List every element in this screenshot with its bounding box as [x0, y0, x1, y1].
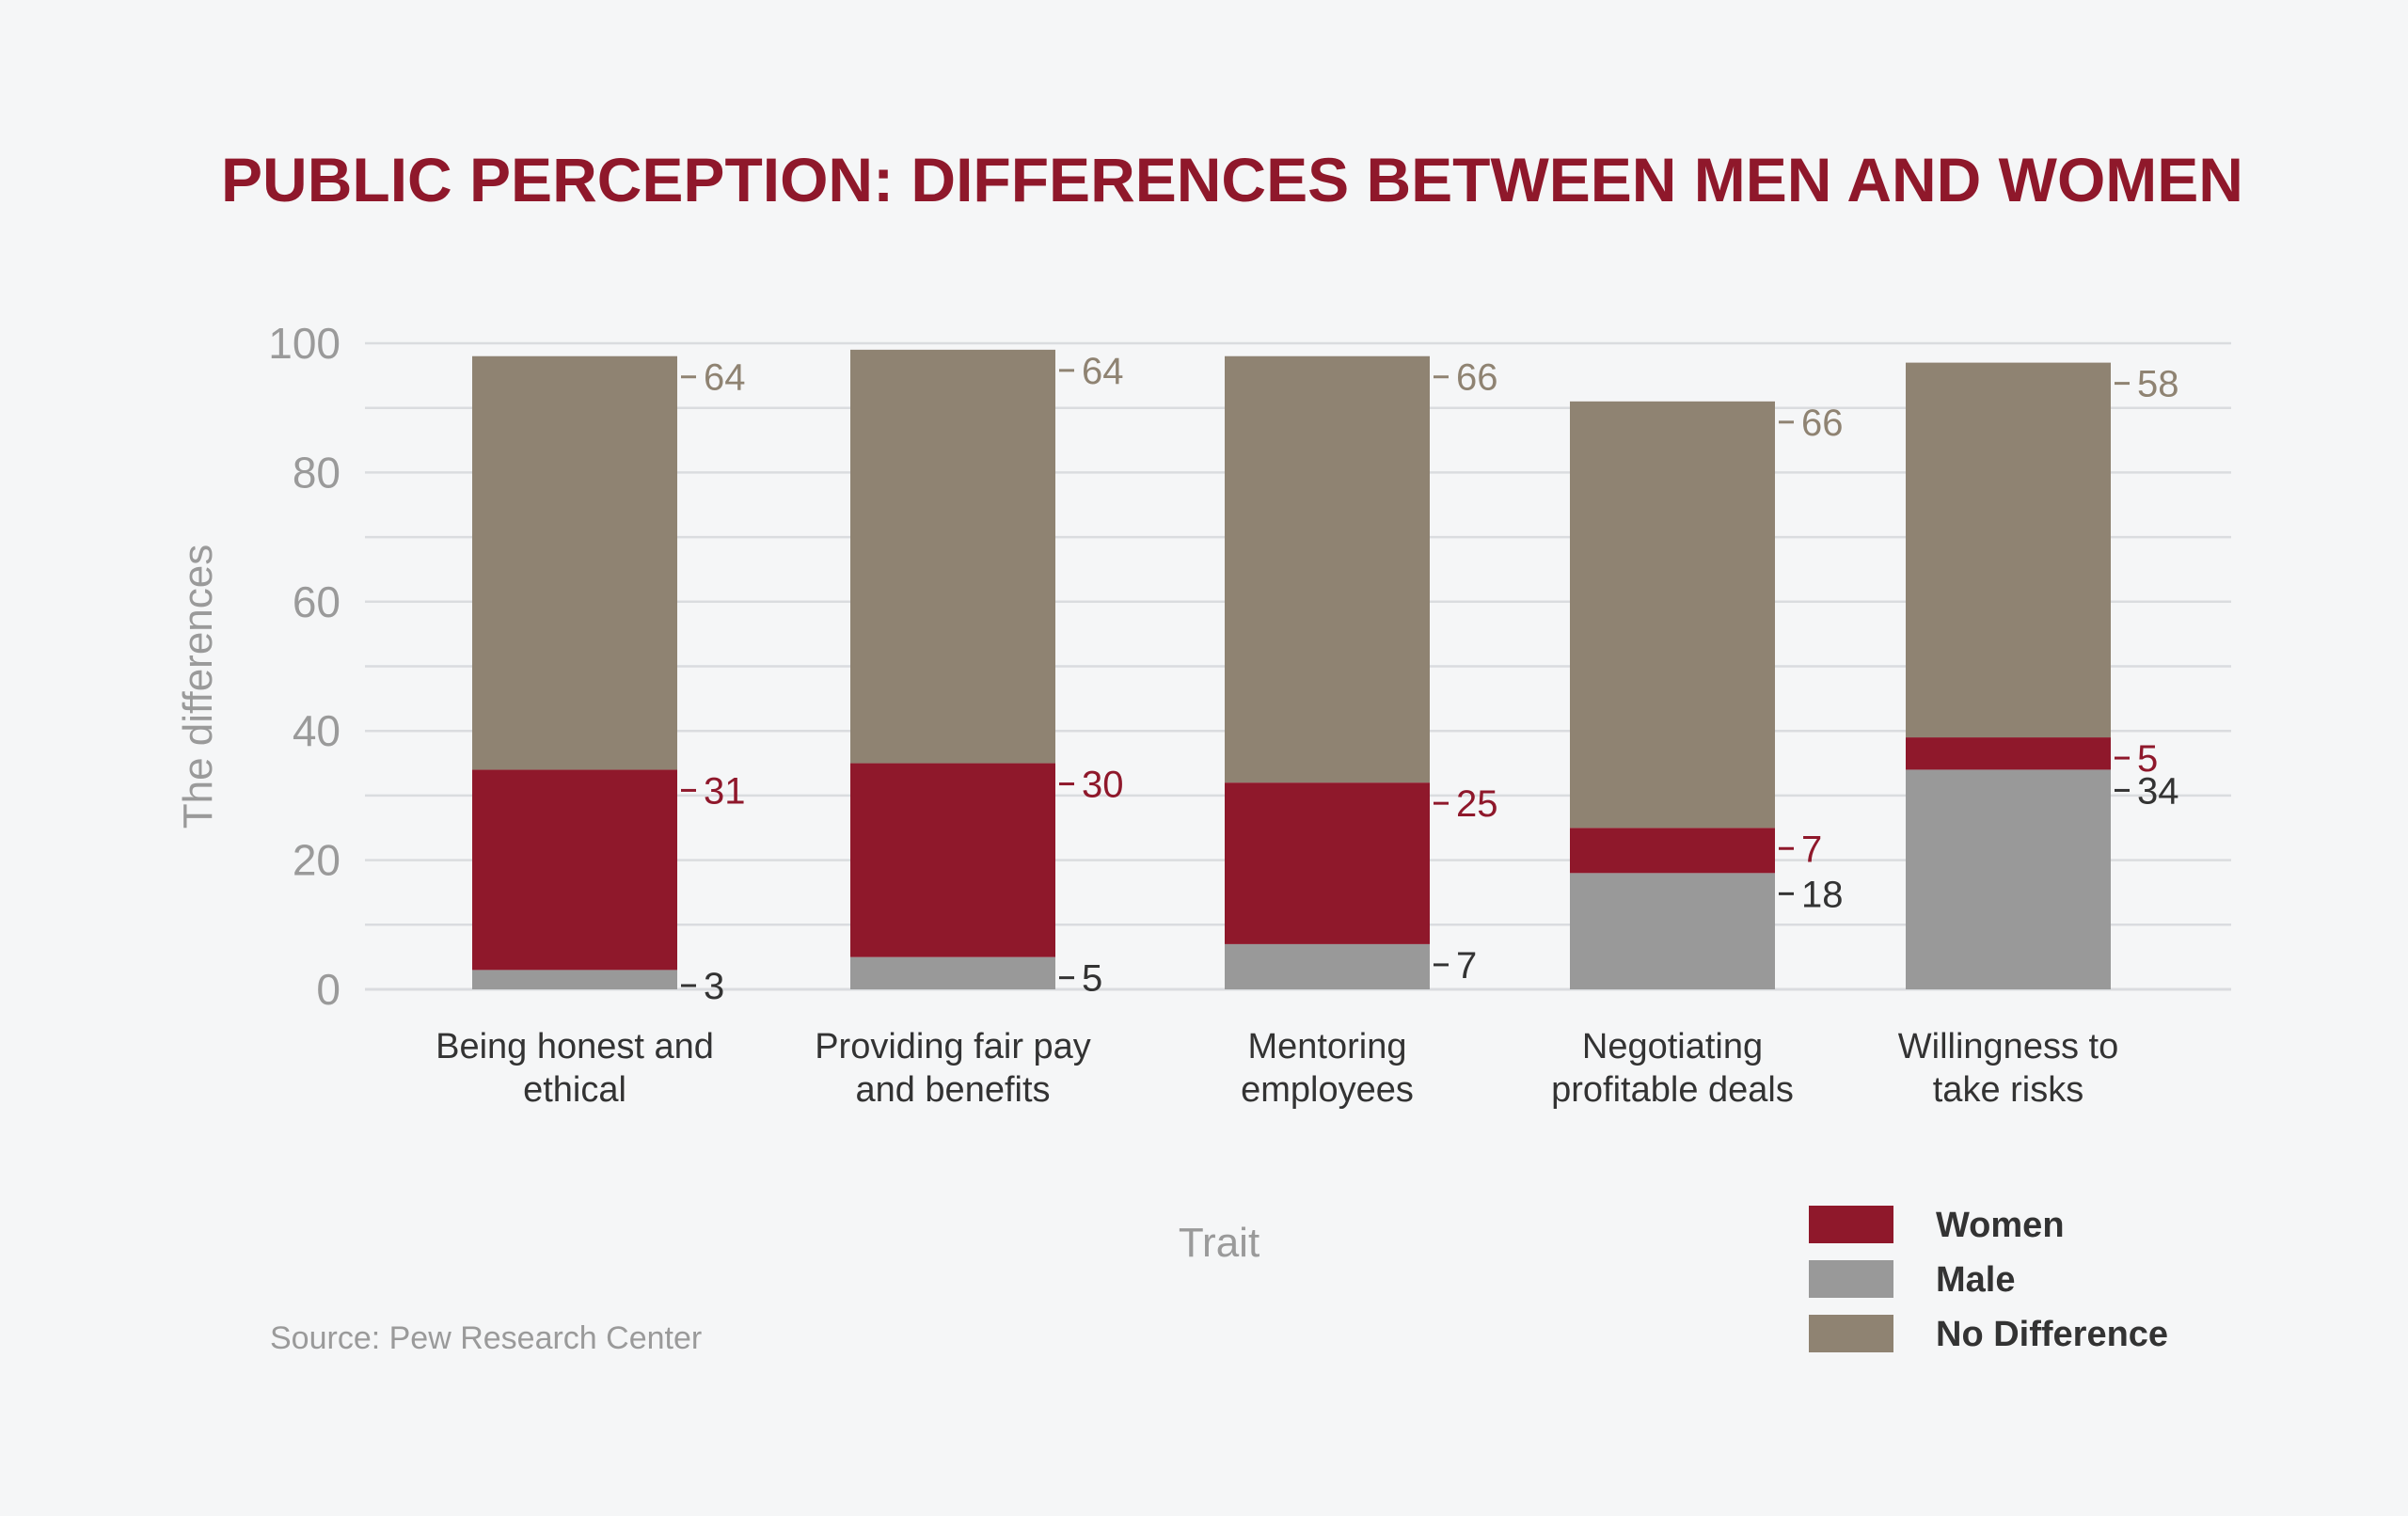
y-tick-label: 80 — [293, 448, 341, 497]
legend-swatch — [1809, 1206, 1893, 1243]
bar-segment-no-difference — [472, 355, 677, 770]
chart-title: PUBLIC PERCEPTION: DIFFERENCES BETWEEN M… — [221, 145, 2243, 214]
bar-segment-no-difference — [850, 349, 1055, 764]
y-axis-ticks: 0 20 40 60 80 100 — [268, 319, 341, 1014]
bar-segment-women — [1225, 782, 1430, 944]
bars — [472, 349, 2111, 989]
bar-segment-women — [850, 763, 1055, 957]
bar-segment-male — [1570, 873, 1775, 989]
legend-label: Male — [1936, 1260, 2015, 1300]
bar-segment-women — [1570, 828, 1775, 874]
value-label: 5 — [1082, 958, 1102, 1000]
legend: Women Male No Difference — [1809, 1206, 2168, 1354]
value-label: 66 — [1456, 357, 1498, 399]
value-label: 5 — [2137, 738, 2158, 780]
bar-segment-no-difference — [1570, 401, 1775, 829]
legend-label: Women — [1936, 1206, 2065, 1245]
value-label: 31 — [704, 770, 746, 812]
value-label: 18 — [1801, 874, 1844, 915]
category-label: Willingness to take risks — [1898, 1027, 2118, 1110]
y-tick-label: 60 — [293, 577, 341, 626]
bar-segment-male — [850, 956, 1055, 989]
value-label: 34 — [2137, 770, 2179, 812]
value-label: 7 — [1456, 945, 1477, 987]
legend-swatch — [1809, 1260, 1893, 1298]
x-axis-title: Trait — [1179, 1220, 1259, 1266]
bar-segment-male — [1906, 769, 2111, 989]
category-label: Mentoring employees — [1241, 1027, 1414, 1110]
value-label: 30 — [1082, 765, 1124, 806]
legend-swatch — [1809, 1315, 1893, 1352]
value-label: 3 — [704, 966, 724, 1007]
category-label: Providing fair pay and benefits — [815, 1027, 1091, 1110]
value-label: 64 — [1082, 351, 1124, 392]
category-labels: Being honest and ethical Providing fair pa… — [436, 1027, 2118, 1110]
y-tick-label: 100 — [268, 319, 341, 368]
y-tick-label: 0 — [316, 965, 341, 1014]
source-note: Source: Pew Research Center — [270, 1320, 702, 1356]
value-label: 66 — [1801, 403, 1844, 444]
bar-segment-no-difference — [1225, 355, 1430, 783]
legend-label: No Difference — [1936, 1315, 2168, 1354]
value-label: 64 — [704, 357, 746, 399]
bar-segment-male — [1225, 943, 1430, 989]
bar-segment-women — [472, 769, 677, 971]
bar-segment-no-difference — [1906, 362, 2111, 738]
value-label: 25 — [1456, 783, 1498, 825]
value-label: 58 — [2137, 364, 2179, 405]
y-tick-label: 40 — [293, 706, 341, 755]
category-label: Negotiating profitable deals — [1551, 1027, 1794, 1110]
category-label: Being honest and ethical — [436, 1027, 714, 1110]
bar-segment-women — [1906, 737, 2111, 770]
y-tick-label: 20 — [293, 836, 341, 885]
value-label: 7 — [1801, 829, 1822, 870]
bar-segment-male — [472, 970, 677, 989]
y-axis-title: The differences — [175, 545, 221, 829]
